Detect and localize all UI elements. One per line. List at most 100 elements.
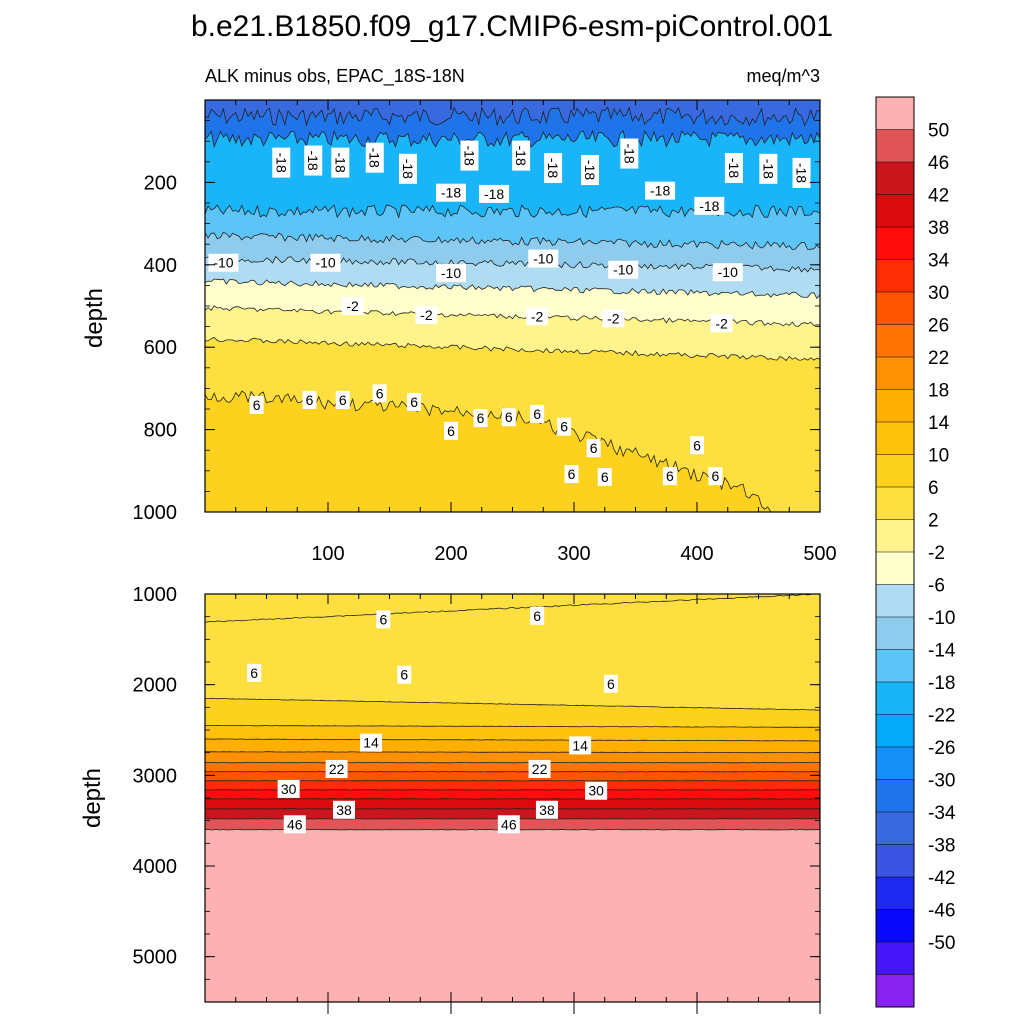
colorbar-label: -22: [928, 706, 955, 727]
contour-label-text: 6: [712, 468, 720, 484]
contour-label-bg: [585, 781, 608, 800]
contour-label-text: -2: [607, 310, 620, 326]
contour-label-bg: [444, 421, 458, 440]
upper-axes: 200 400 600 800 1000 100 200 300 400 500: [133, 99, 837, 565]
contour-label: -10: [436, 264, 466, 283]
colorbar-label: -2: [928, 543, 945, 564]
contour-label: 6: [530, 404, 545, 423]
contour-label: -18: [272, 147, 291, 178]
contour-label-bg: [759, 153, 778, 184]
contour-label: -10: [310, 253, 341, 272]
contour-label-text: 6: [505, 409, 513, 425]
contour-label-bg: [792, 157, 811, 188]
contour-label: 30: [277, 779, 300, 798]
contour-label: -18: [580, 155, 599, 186]
contour-label: 6: [530, 606, 545, 625]
colorbar-swatch: [876, 617, 914, 650]
contour-label-bg: [620, 138, 639, 169]
contour-label-bg: [473, 409, 488, 428]
panel-subtitle-left: ALK minus obs, EPAC_18S-18N: [205, 66, 465, 87]
contour-label: -10: [208, 253, 239, 272]
contour-label-text: 6: [477, 410, 485, 426]
contour-label: 6: [397, 665, 412, 684]
contour-label-text: 22: [532, 761, 548, 777]
contour-label-bg: [501, 408, 516, 427]
colorbar-swatch: [876, 714, 914, 748]
colorbar-swatch: [876, 844, 914, 878]
contour-label: 14: [360, 733, 383, 752]
contour-label-bg: [580, 155, 599, 186]
upper-contour-labels: -18 -18 -18 -18-18-18 -18-18 -18-18-18 -18 -18-…: [208, 138, 811, 486]
contour-label: 22: [528, 759, 551, 778]
colorbar-label: 50: [928, 121, 949, 142]
colorbar-swatch: [876, 942, 914, 975]
contour-label: -18: [304, 145, 323, 176]
contour-label: 6: [302, 390, 317, 409]
colorbar-swatch: [876, 454, 914, 488]
contour-label-text: -18: [513, 146, 529, 166]
colorbar-label: 42: [928, 186, 949, 207]
contour-label-bg: [608, 260, 639, 279]
colorbar-swatch: [876, 422, 914, 455]
contour-label: -2: [710, 314, 733, 333]
colorbar-swatch: [876, 357, 914, 390]
contour-label: 6: [557, 417, 572, 436]
contour-label-bg: [557, 417, 572, 436]
contour-label-bg: [528, 249, 559, 268]
colorbar-label: -26: [928, 738, 955, 759]
contour-label-text: 6: [250, 665, 258, 681]
contour-label-text: 22: [329, 761, 345, 777]
colorbar-swatch: [876, 552, 914, 585]
contour-label-text: 6: [410, 394, 418, 410]
contour-line: [205, 336, 820, 362]
contour-label-bg: [283, 815, 306, 834]
contour-label: -2: [341, 297, 364, 315]
contour-label-bg: [331, 147, 350, 178]
contour-label-bg: [397, 665, 412, 684]
contour-label: 6: [586, 439, 601, 458]
colorbar-label: 46: [928, 153, 949, 174]
colorbar-label: -14: [928, 641, 956, 662]
y-tick-label: 600: [144, 337, 177, 359]
colorbar-swatch: [876, 649, 914, 683]
contour-label: 6: [473, 409, 488, 428]
contour-line: [205, 594, 820, 623]
contour-label: 6: [690, 436, 704, 455]
y-tick-label: 4000: [133, 856, 178, 878]
contour-label-text: 6: [379, 611, 387, 627]
contour-label-bg: [528, 759, 551, 778]
y-tick-label: 5000: [133, 947, 178, 969]
contour-label-text: -10: [441, 265, 461, 281]
contour-label: 6: [603, 674, 618, 693]
contour-line: [205, 751, 820, 754]
contour-label-text: -18: [461, 146, 477, 166]
contour-label-text: -10: [533, 251, 553, 267]
contour-label-bg: [710, 314, 733, 333]
contour-label-bg: [208, 253, 239, 272]
contour-label: 38: [332, 800, 355, 819]
contour-label-bg: [372, 384, 387, 403]
colorbar-label: 10: [928, 446, 949, 467]
y-tick-label: 3000: [133, 765, 178, 787]
colorbar-label: 14: [928, 413, 950, 434]
contour-label-text: 6: [400, 667, 408, 683]
contour-label-bg: [564, 465, 579, 484]
contour-label-bg: [597, 467, 612, 486]
contour-line: [205, 204, 820, 219]
contour-label-bg: [724, 152, 743, 183]
contour-label-text: 30: [281, 781, 297, 797]
contour-label-bg: [341, 297, 364, 315]
contour-label-bg: [544, 152, 563, 183]
contour-label-bg: [272, 147, 291, 178]
contour-label: -18: [544, 152, 563, 183]
contour-label-bg: [479, 184, 510, 203]
contour-label: -18: [436, 183, 466, 202]
contour-label-bg: [415, 306, 438, 325]
contour-label: 6: [335, 390, 350, 409]
contour-label-bg: [497, 815, 520, 834]
contour-label: -18: [460, 140, 479, 171]
contour-label: 38: [535, 800, 558, 819]
contour-label-text: -18: [650, 183, 670, 199]
contour-label-bg: [436, 264, 466, 283]
y-tick-label: 1000: [133, 502, 178, 524]
